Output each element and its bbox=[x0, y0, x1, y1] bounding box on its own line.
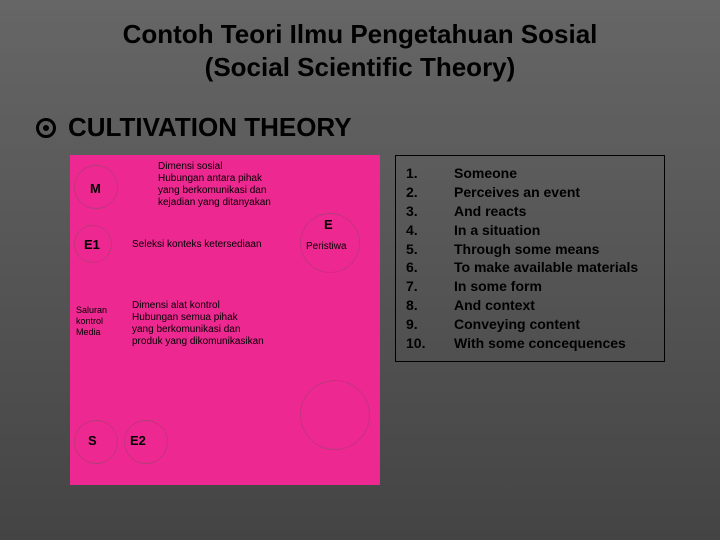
list-item: 3.And reacts bbox=[406, 202, 654, 221]
diagram-label-vertical: Saluran kontrol Media bbox=[76, 305, 106, 337]
list-item: 7.In some form bbox=[406, 277, 654, 296]
diagram-panel: M Dimensi sosial Hubungan antara pihak y… bbox=[70, 155, 380, 485]
list-item-number: 8. bbox=[406, 296, 454, 315]
list-item-number: 7. bbox=[406, 277, 454, 296]
list-item-number: 1. bbox=[406, 164, 454, 183]
list-item: 10.With some concequences bbox=[406, 334, 654, 353]
list-item: 5.Through some means bbox=[406, 240, 654, 259]
bullet-icon bbox=[36, 118, 56, 138]
list-item-text: And reacts bbox=[454, 202, 654, 221]
title-line-1: Contoh Teori Ilmu Pengetahuan Sosial bbox=[123, 19, 598, 49]
list-item: 4.In a situation bbox=[406, 221, 654, 240]
list-item-number: 10. bbox=[406, 334, 454, 353]
diagram-label-m: M bbox=[90, 181, 101, 196]
list-item-text: Perceives an event bbox=[454, 183, 654, 202]
list-item-text: In a situation bbox=[454, 221, 654, 240]
list-item-number: 3. bbox=[406, 202, 454, 221]
diagram-label-s: S bbox=[88, 433, 97, 448]
list-item-text: With some concequences bbox=[454, 334, 654, 353]
list-item-number: 4. bbox=[406, 221, 454, 240]
heading-text: CULTIVATION THEORY bbox=[68, 112, 352, 143]
diagram-text-top: Dimensi sosial Hubungan antara pihak yan… bbox=[158, 161, 318, 209]
list-item-number: 6. bbox=[406, 258, 454, 277]
list-item-number: 2. bbox=[406, 183, 454, 202]
list-item: 6.To make available materials bbox=[406, 258, 654, 277]
list-item-text: Through some means bbox=[454, 240, 654, 259]
list-panel: 1.Someone2.Perceives an event3.And react… bbox=[395, 155, 665, 362]
list-container: 1.Someone2.Perceives an event3.And react… bbox=[406, 164, 654, 353]
list-item: 9.Conveying content bbox=[406, 315, 654, 334]
list-item: 2.Perceives an event bbox=[406, 183, 654, 202]
list-item-text: To make available materials bbox=[454, 258, 654, 277]
list-item-text: In some form bbox=[454, 277, 654, 296]
list-item-text: Someone bbox=[454, 164, 654, 183]
diagram-circle bbox=[300, 380, 370, 450]
diagram-text-mid: Seleksi konteks ketersediaan bbox=[132, 239, 282, 251]
heading-row: CULTIVATION THEORY bbox=[36, 112, 352, 143]
list-item: 1.Someone bbox=[406, 164, 654, 183]
diagram-label-peristiwa: Peristiwa bbox=[306, 241, 347, 253]
slide-title: Contoh Teori Ilmu Pengetahuan Sosial (So… bbox=[0, 18, 720, 83]
list-item: 8.And context bbox=[406, 296, 654, 315]
diagram-text-low: Dimensi alat kontrol Hubungan semua piha… bbox=[132, 300, 312, 348]
diagram-label-e: E bbox=[324, 217, 333, 232]
list-item-number: 9. bbox=[406, 315, 454, 334]
list-item-text: And context bbox=[454, 296, 654, 315]
diagram-label-e2: E2 bbox=[130, 433, 146, 448]
list-item-text: Conveying content bbox=[454, 315, 654, 334]
diagram-label-e1: E1 bbox=[84, 237, 100, 252]
title-line-2: (Social Scientific Theory) bbox=[205, 52, 516, 82]
list-item-number: 5. bbox=[406, 240, 454, 259]
